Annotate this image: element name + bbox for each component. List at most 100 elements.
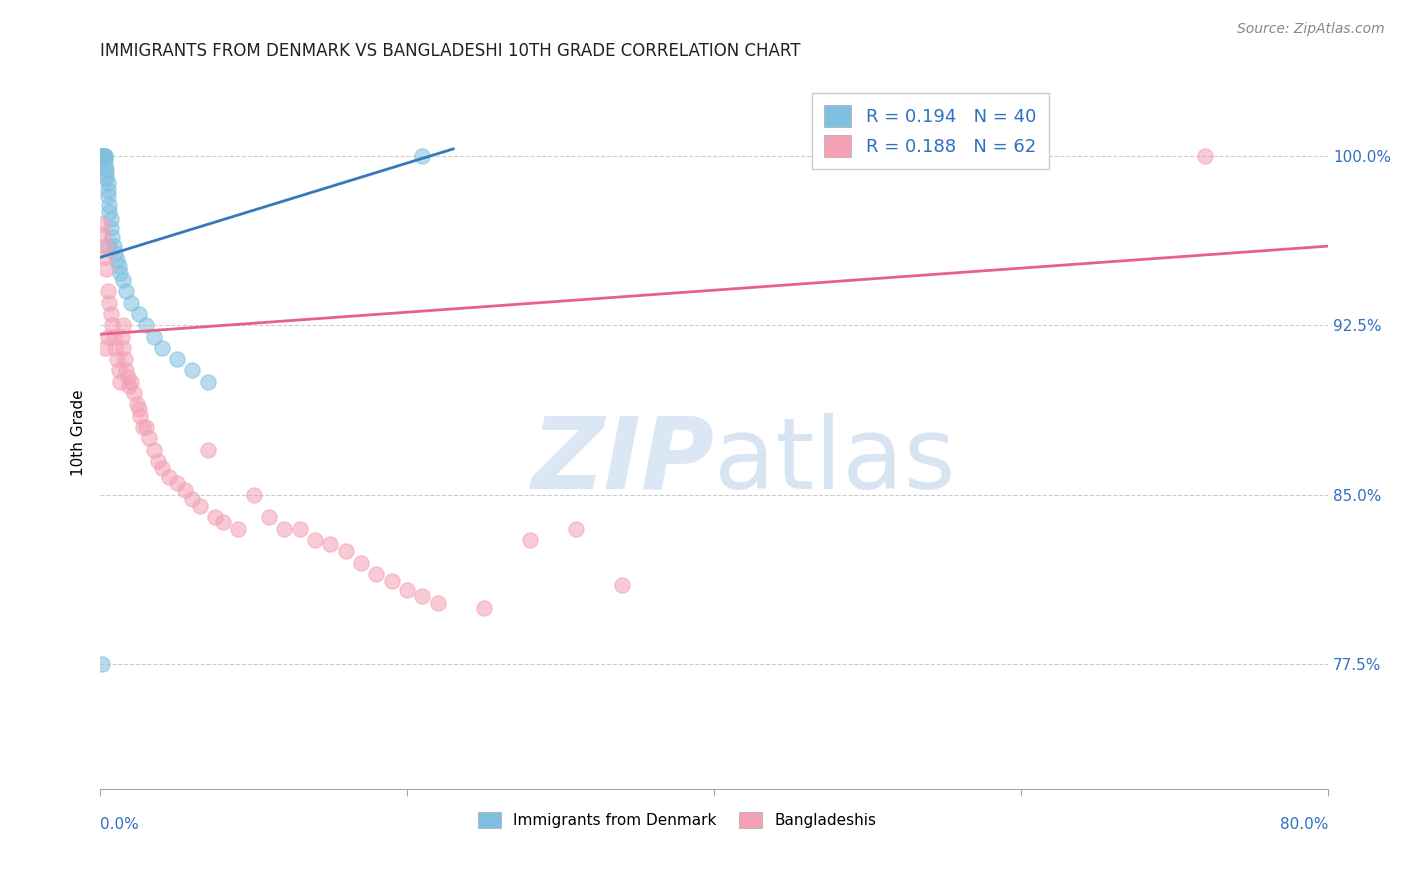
Point xyxy=(90,149,112,163)
Point xyxy=(91,149,114,163)
Point xyxy=(105,252,128,267)
Point xyxy=(93,239,115,253)
Point xyxy=(97,285,120,299)
Text: Source: ZipAtlas.com: Source: ZipAtlas.com xyxy=(1237,22,1385,37)
Point xyxy=(319,537,342,551)
Point xyxy=(304,533,326,547)
Point xyxy=(242,488,264,502)
Point xyxy=(273,522,295,536)
Point xyxy=(181,363,204,377)
Point xyxy=(381,574,404,588)
Y-axis label: 10th Grade: 10th Grade xyxy=(72,389,86,475)
Point xyxy=(97,176,120,190)
Point xyxy=(100,211,122,226)
Point xyxy=(157,469,180,483)
Point xyxy=(96,162,118,177)
Text: IMMIGRANTS FROM DENMARK VS BANGLADESHI 10TH GRADE CORRELATION CHART: IMMIGRANTS FROM DENMARK VS BANGLADESHI 1… xyxy=(100,42,800,60)
Point xyxy=(112,341,135,355)
Point xyxy=(396,582,419,597)
Point xyxy=(197,442,219,457)
Point xyxy=(148,454,170,468)
Point xyxy=(129,409,152,423)
Point xyxy=(91,227,114,242)
Point xyxy=(105,352,128,367)
Point xyxy=(98,295,121,310)
Point xyxy=(103,329,125,343)
Point xyxy=(97,183,120,197)
Point xyxy=(150,460,173,475)
Point xyxy=(135,420,157,434)
Point xyxy=(411,590,433,604)
Point xyxy=(138,431,160,445)
Point xyxy=(96,261,118,276)
Point xyxy=(979,149,1001,163)
Point xyxy=(96,167,118,181)
Point xyxy=(128,401,150,416)
Point xyxy=(91,149,114,163)
Point xyxy=(610,578,633,592)
Point xyxy=(132,420,155,434)
Point xyxy=(91,149,114,163)
Legend: Immigrants from Denmark, Bangladeshis: Immigrants from Denmark, Bangladeshis xyxy=(472,806,883,834)
Point xyxy=(135,318,157,333)
Point xyxy=(212,515,235,529)
Point xyxy=(91,149,114,163)
Point xyxy=(204,510,226,524)
Point xyxy=(93,149,115,163)
Text: 80.0%: 80.0% xyxy=(1279,817,1329,831)
Text: ZIP: ZIP xyxy=(531,412,714,509)
Point xyxy=(226,522,249,536)
Point xyxy=(142,442,165,457)
Point xyxy=(181,492,204,507)
Point xyxy=(90,149,112,163)
Point xyxy=(108,375,131,389)
Point xyxy=(93,158,115,172)
Point xyxy=(350,556,373,570)
Point xyxy=(118,379,141,393)
Point xyxy=(112,318,135,333)
Point xyxy=(104,341,127,355)
Point xyxy=(122,386,145,401)
Point xyxy=(120,295,142,310)
Point xyxy=(101,318,124,333)
Point xyxy=(93,251,115,265)
Point xyxy=(100,307,122,321)
Point xyxy=(197,375,219,389)
Point xyxy=(519,533,541,547)
Point xyxy=(97,239,120,253)
Point xyxy=(114,352,136,367)
Point xyxy=(117,370,139,384)
Point xyxy=(93,341,115,355)
Point xyxy=(100,221,122,235)
Point xyxy=(111,329,134,343)
Point xyxy=(112,273,135,287)
Point xyxy=(93,149,115,163)
Point xyxy=(96,171,118,186)
Point xyxy=(166,476,188,491)
Point xyxy=(115,285,138,299)
Point xyxy=(426,596,449,610)
Point xyxy=(115,363,138,377)
Point xyxy=(90,149,112,163)
Point xyxy=(107,363,129,377)
Point xyxy=(104,245,127,260)
Point xyxy=(188,499,211,513)
Text: atlas: atlas xyxy=(714,412,956,509)
Point xyxy=(128,307,150,321)
Point xyxy=(411,149,433,163)
Point xyxy=(120,375,142,389)
Point xyxy=(1194,149,1216,163)
Point xyxy=(97,329,120,343)
Point xyxy=(366,566,388,581)
Point xyxy=(472,600,495,615)
Point xyxy=(90,217,112,231)
Point xyxy=(288,522,311,536)
Point xyxy=(108,266,131,280)
Point xyxy=(150,341,173,355)
Point xyxy=(93,153,115,168)
Point xyxy=(125,397,148,411)
Text: 0.0%: 0.0% xyxy=(100,817,139,831)
Point xyxy=(97,189,120,203)
Point xyxy=(101,230,124,244)
Point xyxy=(565,522,588,536)
